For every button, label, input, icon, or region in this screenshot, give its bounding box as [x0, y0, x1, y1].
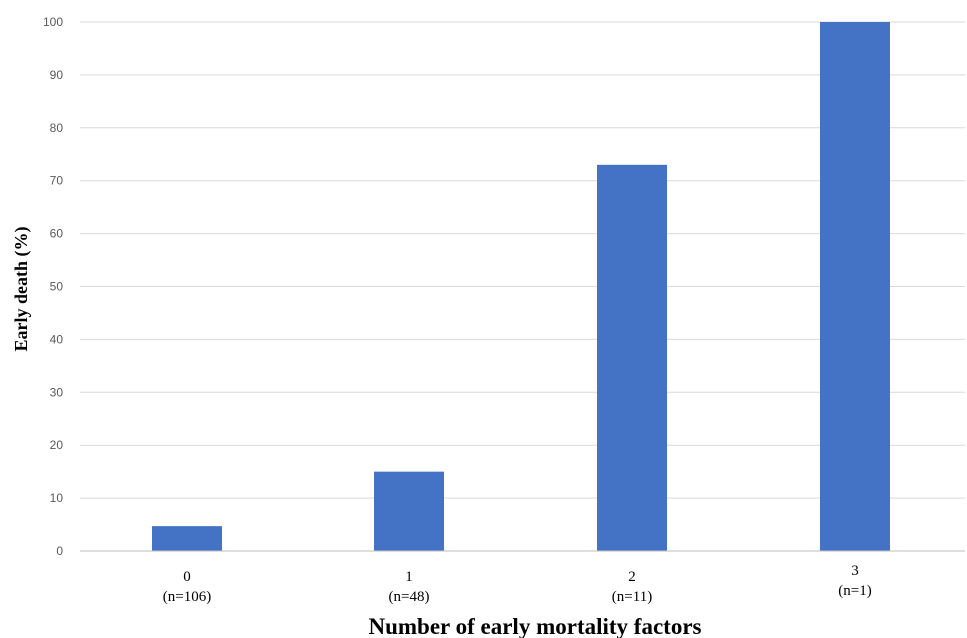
y-axis-tick-labels: 0 10 20 30 40 50 60 70 80 90 100	[43, 15, 63, 558]
y-tick-label: 30	[50, 385, 64, 399]
x-category-count-label: (n=106)	[163, 589, 211, 605]
y-axis-title: Early death (%)	[11, 227, 32, 352]
x-axis-title: Number of early mortality factors	[369, 614, 702, 638]
bar-3	[820, 22, 890, 551]
x-category-label: 3	[851, 563, 859, 579]
y-tick-label: 80	[50, 121, 64, 135]
x-category-label: 2	[628, 569, 636, 585]
bar-0	[152, 526, 222, 551]
x-category-count-label: (n=48)	[389, 589, 430, 605]
y-tick-label: 70	[50, 174, 64, 188]
y-tick-label: 20	[50, 438, 64, 452]
x-category-label: 0	[183, 569, 191, 585]
x-category-count-label: (n=1)	[838, 583, 871, 599]
x-category-count-label: (n=11)	[612, 589, 652, 605]
y-tick-label: 60	[50, 227, 64, 241]
y-tick-label: 10	[50, 491, 64, 505]
bar-1	[374, 471, 444, 551]
x-category-label: 1	[405, 569, 413, 585]
bars	[152, 22, 890, 551]
y-tick-label: 100	[43, 15, 63, 29]
x-axis-category-labels: 0 (n=106) 1 (n=48) 2 (n=11) 3 (n=1)	[163, 563, 872, 605]
gridlines	[80, 21, 965, 499]
y-tick-label: 40	[50, 332, 64, 346]
y-tick-label: 90	[50, 68, 64, 82]
bar-2	[597, 164, 667, 551]
y-tick-label: 50	[50, 280, 64, 294]
y-tick-label: 0	[56, 544, 63, 558]
